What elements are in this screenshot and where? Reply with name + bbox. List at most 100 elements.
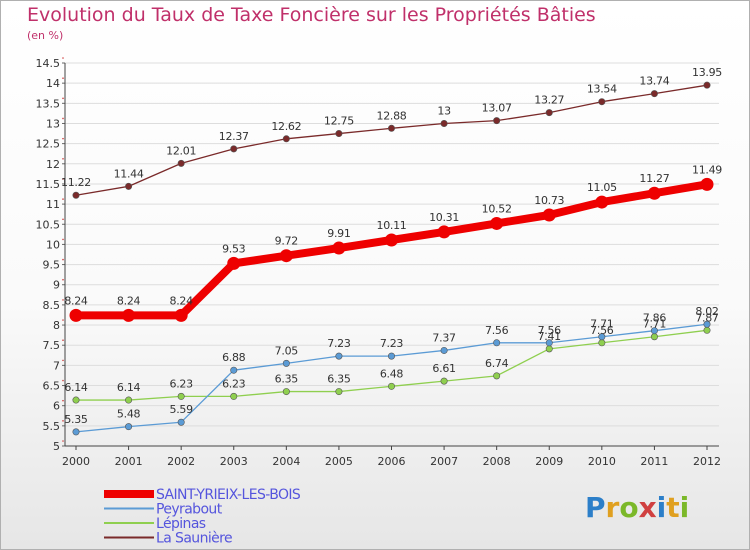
- data-label: 7.23: [327, 337, 351, 350]
- y-axis-dot: [62, 97, 64, 100]
- y-tick-label: 10.5: [36, 218, 61, 231]
- data-point: [493, 339, 501, 347]
- data-point: [279, 249, 293, 263]
- y-tick-label: 12: [46, 158, 60, 171]
- data-label: 13.74: [639, 75, 669, 88]
- data-point: [335, 388, 343, 396]
- data-point: [440, 346, 448, 354]
- legend-label: Lépinas: [156, 516, 206, 532]
- data-label: 5.35: [64, 413, 88, 426]
- proxiti-logo: Proxiti: [585, 491, 689, 524]
- data-label: 7.56: [485, 324, 509, 337]
- data-point: [647, 186, 661, 200]
- data-label: 7.56: [538, 324, 562, 337]
- data-label: 13.27: [534, 94, 564, 107]
- x-tick-label: 2008: [483, 455, 511, 468]
- logo-letter: x: [638, 491, 657, 524]
- data-point: [703, 326, 711, 334]
- data-label: 7.86: [643, 312, 667, 325]
- data-point: [125, 182, 133, 190]
- x-tick-label: 2002: [167, 455, 195, 468]
- data-point: [387, 352, 395, 360]
- data-label: 9.72: [275, 235, 298, 248]
- data-point: [387, 124, 395, 132]
- x-tick-label: 2007: [430, 455, 458, 468]
- data-label: 11.49: [692, 163, 722, 176]
- y-axis-dot: [62, 117, 64, 120]
- data-point: [703, 81, 711, 89]
- y-tick-label: 6.5: [43, 380, 61, 393]
- y-tick-label: 11: [46, 198, 60, 211]
- data-point: [440, 377, 448, 385]
- data-label: 5.59: [170, 403, 194, 416]
- data-label: 12.88: [377, 109, 407, 122]
- y-axis-dot: [62, 379, 64, 382]
- data-label: 7.41: [538, 330, 561, 343]
- data-point: [282, 388, 290, 396]
- data-point: [493, 117, 501, 125]
- y-tick-label: 8: [53, 319, 60, 332]
- x-tick-label: 2005: [325, 455, 353, 468]
- legend-label: Peyrabout: [156, 502, 223, 518]
- data-point: [545, 109, 553, 117]
- x-tick-label: 2001: [115, 455, 143, 468]
- data-label: 13.95: [692, 66, 722, 79]
- data-label: 11.22: [61, 176, 91, 189]
- data-point: [174, 308, 188, 322]
- data-label: 9.53: [222, 242, 246, 255]
- data-point: [545, 339, 553, 347]
- y-axis-dot: [62, 339, 64, 342]
- x-tick-label: 2010: [588, 455, 616, 468]
- data-label: 8.24: [117, 294, 141, 307]
- data-point: [335, 130, 343, 138]
- logo-letter: o: [619, 491, 639, 524]
- y-axis-dot: [62, 278, 64, 281]
- data-label: 12.75: [324, 115, 354, 128]
- data-label: 7.87: [695, 311, 719, 324]
- data-point: [598, 333, 606, 341]
- data-label: 10.73: [534, 194, 564, 207]
- logo-letter: r: [605, 491, 620, 524]
- data-label: 7.71: [590, 318, 613, 331]
- data-point: [69, 308, 83, 322]
- data-label: 7.23: [380, 337, 404, 350]
- data-point: [385, 233, 398, 247]
- data-point: [650, 90, 658, 98]
- y-axis-dot: [62, 359, 64, 362]
- y-tick-label: 9: [53, 279, 60, 292]
- y-axis-dot: [62, 198, 64, 200]
- data-point: [282, 359, 290, 367]
- data-label: 6.48: [380, 367, 404, 380]
- y-tick-label: 5: [53, 440, 60, 453]
- data-point: [542, 208, 556, 222]
- data-point: [177, 392, 185, 400]
- data-label: 7.37: [432, 331, 456, 344]
- legend-label: La Saunière: [156, 531, 232, 547]
- data-label: 6.35: [327, 373, 351, 386]
- x-tick-label: 2000: [62, 455, 90, 468]
- data-label: 11.44: [114, 167, 144, 180]
- logo-letter: t: [666, 491, 680, 524]
- data-label: 6.88: [222, 351, 246, 364]
- data-point: [72, 191, 80, 199]
- data-label: 7.71: [643, 318, 666, 331]
- data-label: 5.48: [117, 408, 141, 421]
- data-label: 6.74: [485, 357, 509, 370]
- y-tick-label: 7.5: [43, 339, 61, 352]
- y-axis-dot: [62, 157, 64, 160]
- data-label: 10.11: [377, 219, 407, 232]
- data-point: [177, 159, 185, 167]
- data-label: 9.91: [327, 227, 350, 240]
- y-axis-dot: [62, 218, 64, 221]
- data-label: 13.54: [587, 83, 617, 96]
- data-point: [437, 225, 451, 239]
- y-axis-dot: [62, 178, 64, 180]
- y-tick-label: 10: [46, 238, 60, 251]
- y-axis-dot: [62, 440, 64, 442]
- logo-letter: i: [679, 491, 690, 524]
- y-tick-label: 5.5: [43, 420, 61, 433]
- x-tick-label: 2006: [378, 455, 406, 468]
- data-point: [598, 98, 606, 106]
- data-label: 6.23: [170, 377, 194, 390]
